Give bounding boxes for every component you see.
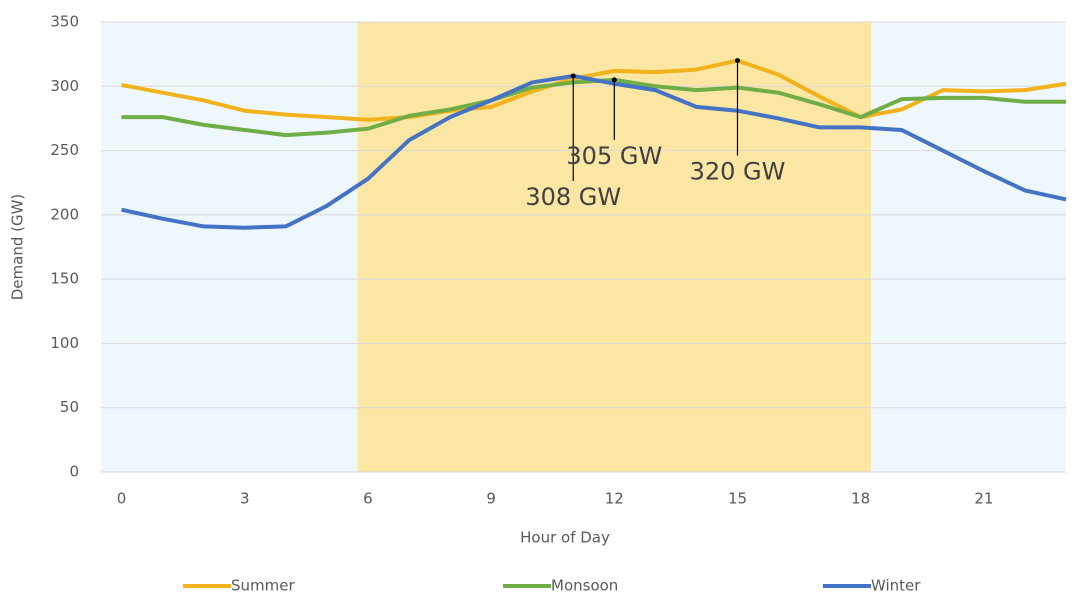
y-tick-label: 0	[69, 463, 79, 481]
y-axis-title: Demand (GW)	[9, 194, 27, 301]
y-tick-label: 150	[50, 270, 79, 288]
x-tick-label: 21	[974, 490, 993, 508]
legend-label: Summer	[231, 577, 295, 595]
legend-label: Monsoon	[551, 577, 618, 595]
y-tick-label: 50	[60, 398, 79, 416]
x-tick-label: 6	[363, 490, 373, 508]
y-tick-label: 250	[50, 141, 79, 159]
legend-label: Winter	[871, 577, 921, 595]
annotation-label: 305 GW	[566, 142, 662, 170]
y-tick-label: 300	[50, 77, 79, 95]
x-tick-label: 18	[851, 490, 870, 508]
y-tick-label: 200	[50, 205, 79, 223]
annotation-point	[734, 58, 740, 64]
series-line	[121, 74, 1067, 230]
x-axis-title: Hour of Day	[520, 529, 610, 547]
y-tick-label: 100	[50, 334, 79, 352]
x-tick-label: 12	[605, 490, 624, 508]
x-tick-label: 9	[486, 490, 496, 508]
annotation-label: 308 GW	[525, 183, 621, 211]
y-tick-label: 350	[50, 13, 79, 31]
x-tick-label: 15	[728, 490, 747, 508]
x-tick-label: 0	[117, 490, 127, 508]
annotation-point	[570, 73, 576, 79]
x-tick-label: 3	[240, 490, 250, 508]
annotation-label: 320 GW	[690, 158, 786, 186]
annotation-point	[611, 77, 617, 83]
series-line	[121, 58, 1067, 122]
